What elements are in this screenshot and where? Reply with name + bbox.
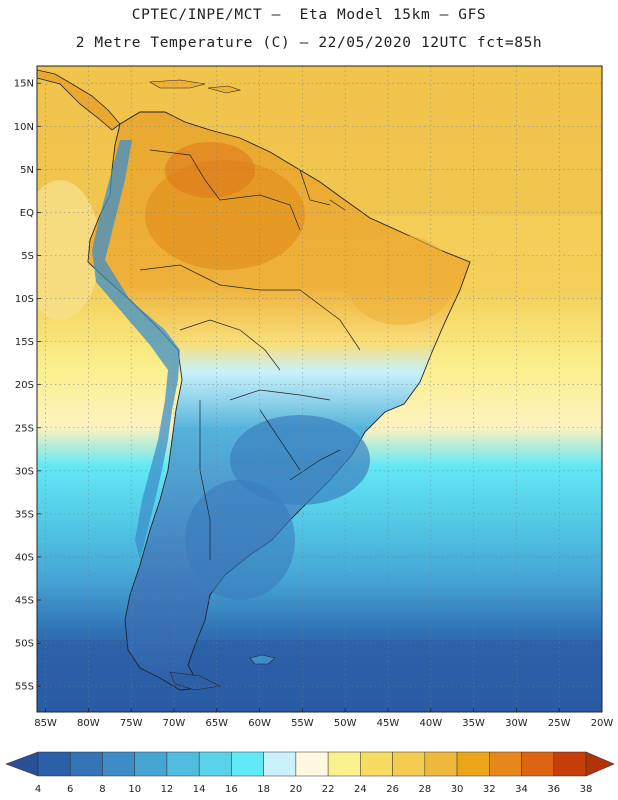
lat-label: EQ: [20, 208, 34, 219]
country-borders: [139, 149, 361, 560]
colorbar-label: 34: [515, 784, 528, 795]
lat-label: 5N: [20, 165, 34, 176]
colorbar-over-arrow: [585, 751, 615, 777]
lon-label: 25W: [548, 718, 571, 729]
colorbar-label: 8: [99, 784, 105, 795]
map-area: [37, 66, 602, 712]
lat-label: 20S: [15, 380, 34, 391]
colorbar-swatch: [102, 751, 135, 777]
colorbar-swatch: [198, 751, 232, 777]
lon-label: 45W: [377, 718, 400, 729]
lat-label: 40S: [15, 552, 34, 563]
lon-label: 50W: [334, 718, 357, 729]
colorbar-swatch: [553, 751, 587, 777]
colorbar-label: 26: [386, 784, 399, 795]
lat-label: 5S: [21, 251, 34, 262]
colorbar-label: 32: [483, 784, 496, 795]
lon-label: 70W: [163, 718, 186, 729]
colorbar-label: 38: [580, 784, 593, 795]
colorbar-label: 30: [451, 784, 464, 795]
latitude-labels: 15N 10N 5N EQ 5S 10S 15S 20S 25S 30S 35S 40S 45S 50S 5…: [14, 79, 41, 693]
colorbar-label: 36: [547, 784, 560, 795]
lat-label: 50S: [15, 639, 34, 650]
lat-label: 10N: [14, 122, 34, 133]
lat-label: 25S: [15, 423, 34, 434]
lat-label: 45S: [15, 596, 34, 607]
lat-label: 15N: [14, 79, 34, 90]
colorbar-swatch: [360, 751, 393, 777]
colorbar-label: 4: [35, 784, 41, 795]
lon-label: 85W: [34, 718, 57, 729]
lat-label: 15S: [15, 337, 34, 348]
longitude-labels: 85W 80W 75W 70W 65W 60W 55W 50W 45W 40W 35W 30W 25W 2…: [34, 708, 613, 729]
lat-label: 35S: [15, 509, 34, 520]
lon-label: 75W: [120, 718, 143, 729]
colorbar-label: 24: [354, 784, 367, 795]
colorbar-label: 20: [290, 784, 303, 795]
lon-label: 30W: [505, 718, 528, 729]
lon-label: 65W: [205, 718, 228, 729]
colorbar-swatch: [69, 751, 103, 777]
colorbar-swatch: [263, 751, 297, 777]
lat-label: 10S: [15, 294, 34, 305]
map-subtitle: 2 Metre Temperature (C) – 22/05/2020 12U…: [75, 35, 543, 51]
colorbar-under-arrow: [5, 751, 39, 777]
lon-label: 40W: [419, 718, 442, 729]
colorbar-label: 28: [418, 784, 431, 795]
lon-label: 55W: [291, 718, 314, 729]
colorbar-label: 6: [67, 784, 73, 795]
colorbar-label: 14: [193, 784, 206, 795]
lat-label: 55S: [15, 682, 34, 693]
map-frame: [36, 65, 603, 713]
central-america: [37, 69, 121, 131]
colorbar-label: 18: [257, 784, 270, 795]
colorbar-swatch: [327, 751, 361, 777]
colorbar-swatch: [231, 751, 264, 777]
colorbar-swatch: [166, 751, 200, 777]
andes-band: [92, 140, 180, 560]
colorbar-swatch: [456, 751, 490, 777]
colorbar-label: 10: [128, 784, 141, 795]
lon-label: 60W: [248, 718, 271, 729]
colorbar-label: 12: [161, 784, 174, 795]
lat-label: 30S: [15, 466, 34, 477]
colorbar-label: 16: [225, 784, 238, 795]
colorbar-swatch: [392, 751, 426, 777]
colorbar-label: 22: [322, 784, 335, 795]
colorbar-swatch: [295, 751, 329, 777]
colorbar-swatch: [424, 751, 458, 777]
colorbar-swatch: [521, 751, 555, 777]
lon-label: 35W: [462, 718, 485, 729]
colorbar-swatch: [489, 751, 522, 777]
lon-label: 20W: [591, 718, 614, 729]
colorbar: 4 6 8 10 12 14 16 18 20 22 24 26 28 30 32 34 36 38: [5, 751, 615, 795]
lon-label: 80W: [77, 718, 100, 729]
colorbar-swatch: [37, 751, 71, 777]
map-title: CPTEC/INPE/MCT – Eta Model 15km – GFS: [131, 7, 487, 23]
colorbar-swatch: [134, 751, 168, 777]
